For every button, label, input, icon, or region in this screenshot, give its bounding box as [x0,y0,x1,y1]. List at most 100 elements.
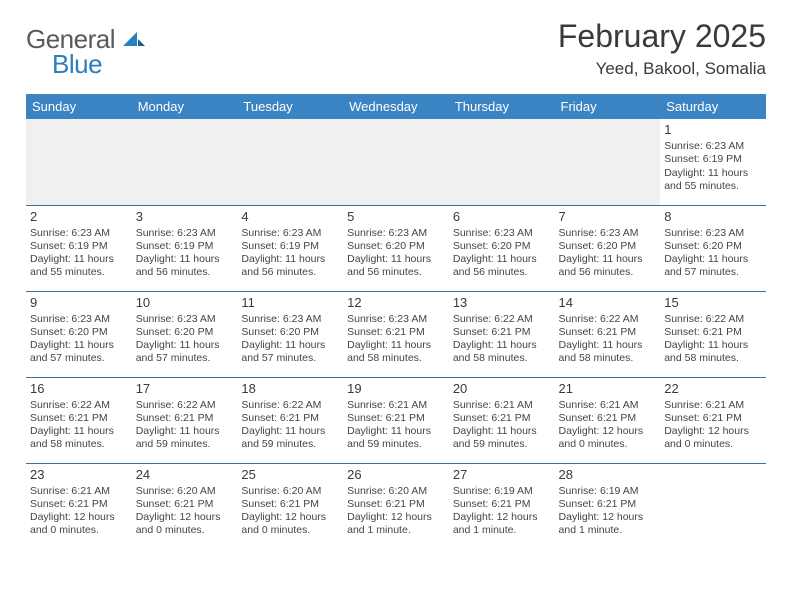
title-block: February 2025 Yeed, Bakool, Somalia [558,18,766,79]
daylight-text: Daylight: 11 hours and 58 minutes. [559,339,657,365]
sunset-text: Sunset: 6:19 PM [241,240,339,253]
daylight-text: Daylight: 12 hours and 1 minute. [453,511,551,537]
day-number: 17 [136,381,234,397]
calendar-cell: 10Sunrise: 6:23 AMSunset: 6:20 PMDayligh… [132,291,238,377]
calendar-cell: 12Sunrise: 6:23 AMSunset: 6:21 PMDayligh… [343,291,449,377]
sunset-text: Sunset: 6:21 PM [30,412,128,425]
calendar-row: 16Sunrise: 6:22 AMSunset: 6:21 PMDayligh… [26,377,766,463]
sunrise-text: Sunrise: 6:23 AM [30,227,128,240]
daylight-text: Daylight: 12 hours and 0 minutes. [241,511,339,537]
weekday-header: Friday [555,94,661,119]
sunrise-text: Sunrise: 6:22 AM [453,313,551,326]
daylight-text: Daylight: 11 hours and 58 minutes. [30,425,128,451]
calendar-cell: 24Sunrise: 6:20 AMSunset: 6:21 PMDayligh… [132,463,238,549]
sunrise-text: Sunrise: 6:23 AM [664,227,762,240]
sunrise-text: Sunrise: 6:23 AM [664,140,762,153]
sunset-text: Sunset: 6:21 PM [559,326,657,339]
sunset-text: Sunset: 6:20 PM [136,326,234,339]
daylight-text: Daylight: 11 hours and 59 minutes. [453,425,551,451]
calendar-cell: 13Sunrise: 6:22 AMSunset: 6:21 PMDayligh… [449,291,555,377]
day-number: 4 [241,209,339,225]
calendar-cell [26,119,132,205]
day-number: 6 [453,209,551,225]
calendar-cell: 21Sunrise: 6:21 AMSunset: 6:21 PMDayligh… [555,377,661,463]
daylight-text: Daylight: 11 hours and 58 minutes. [453,339,551,365]
sunset-text: Sunset: 6:21 PM [664,412,762,425]
calendar-cell: 23Sunrise: 6:21 AMSunset: 6:21 PMDayligh… [26,463,132,549]
sunset-text: Sunset: 6:20 PM [241,326,339,339]
location-subtitle: Yeed, Bakool, Somalia [558,59,766,79]
calendar-cell: 8Sunrise: 6:23 AMSunset: 6:20 PMDaylight… [660,205,766,291]
weekday-header: Saturday [660,94,766,119]
sunset-text: Sunset: 6:21 PM [453,326,551,339]
sunrise-text: Sunrise: 6:22 AM [664,313,762,326]
sunset-text: Sunset: 6:21 PM [453,498,551,511]
calendar-cell: 6Sunrise: 6:23 AMSunset: 6:20 PMDaylight… [449,205,555,291]
calendar-body: 1Sunrise: 6:23 AMSunset: 6:19 PMDaylight… [26,119,766,549]
weekday-header-row: Sunday Monday Tuesday Wednesday Thursday… [26,94,766,119]
calendar-table: Sunday Monday Tuesday Wednesday Thursday… [26,94,766,549]
sunset-text: Sunset: 6:21 PM [559,412,657,425]
sunrise-text: Sunrise: 6:21 AM [453,399,551,412]
calendar-cell: 18 Sunrise: 6:22 AMSunset: 6:21 PMDayligh… [237,377,343,463]
sunrise-text: Sunrise: 6:22 AM [241,399,339,412]
calendar-cell [237,119,343,205]
sunrise-text: Sunrise: 6:21 AM [559,399,657,412]
brand-logo: General Blue [26,18,145,80]
day-number: 11 [241,295,339,311]
daylight-text: Daylight: 11 hours and 57 minutes. [664,253,762,279]
calendar-cell [343,119,449,205]
weekday-header: Sunday [26,94,132,119]
sunset-text: Sunset: 6:20 PM [453,240,551,253]
calendar-cell: 16Sunrise: 6:22 AMSunset: 6:21 PMDayligh… [26,377,132,463]
calendar-row: 23Sunrise: 6:21 AMSunset: 6:21 PMDayligh… [26,463,766,549]
calendar-cell: 1Sunrise: 6:23 AMSunset: 6:19 PMDaylight… [660,119,766,205]
sunrise-text: Sunrise: 6:23 AM [559,227,657,240]
sunset-text: Sunset: 6:21 PM [241,412,339,425]
sunset-text: Sunset: 6:21 PM [453,412,551,425]
sunrise-text: Sunrise: 6:23 AM [241,313,339,326]
sunrise-text: Sunrise: 6:23 AM [347,313,445,326]
day-number: 16 [30,381,128,397]
day-number: 20 [453,381,551,397]
calendar-cell: 9Sunrise: 6:23 AMSunset: 6:20 PMDaylight… [26,291,132,377]
sunset-text: Sunset: 6:21 PM [664,326,762,339]
daylight-text: Daylight: 11 hours and 57 minutes. [136,339,234,365]
calendar-cell: 14Sunrise: 6:22 AMSunset: 6:21 PMDayligh… [555,291,661,377]
sunrise-text: Sunrise: 6:23 AM [136,313,234,326]
daylight-text: Daylight: 12 hours and 0 minutes. [136,511,234,537]
sunrise-text: Sunrise: 6:19 AM [559,485,657,498]
sunrise-text: Sunrise: 6:21 AM [30,485,128,498]
sunset-text: Sunset: 6:21 PM [136,498,234,511]
sunrise-text: Sunrise: 6:21 AM [664,399,762,412]
calendar-cell: 7Sunrise: 6:23 AMSunset: 6:20 PMDaylight… [555,205,661,291]
calendar-cell: 3Sunrise: 6:23 AMSunset: 6:19 PMDaylight… [132,205,238,291]
logo-sail-icon [123,35,145,52]
daylight-text: Daylight: 11 hours and 57 minutes. [30,339,128,365]
day-number: 18 [241,381,339,397]
day-number: 5 [347,209,445,225]
calendar-cell [555,119,661,205]
calendar-row: 2Sunrise: 6:23 AMSunset: 6:19 PMDaylight… [26,205,766,291]
sunset-text: Sunset: 6:19 PM [136,240,234,253]
weekday-header: Tuesday [237,94,343,119]
weekday-header: Monday [132,94,238,119]
sunset-text: Sunset: 6:21 PM [241,498,339,511]
day-number: 2 [30,209,128,225]
month-title: February 2025 [558,18,766,55]
calendar-cell: 19Sunrise: 6:21 AMSunset: 6:21 PMDayligh… [343,377,449,463]
sunset-text: Sunset: 6:21 PM [347,412,445,425]
sunset-text: Sunset: 6:21 PM [30,498,128,511]
daylight-text: Daylight: 11 hours and 56 minutes. [559,253,657,279]
daylight-text: Daylight: 11 hours and 59 minutes. [241,425,339,451]
sunrise-text: Sunrise: 6:20 AM [136,485,234,498]
sunset-text: Sunset: 6:21 PM [559,498,657,511]
sunrise-text: Sunrise: 6:23 AM [241,227,339,240]
calendar-cell: 28Sunrise: 6:19 AMSunset: 6:21 PMDayligh… [555,463,661,549]
calendar-cell [132,119,238,205]
day-number: 14 [559,295,657,311]
day-number: 3 [136,209,234,225]
daylight-text: Daylight: 11 hours and 58 minutes. [664,339,762,365]
day-number: 8 [664,209,762,225]
daylight-text: Daylight: 11 hours and 55 minutes. [664,167,762,193]
